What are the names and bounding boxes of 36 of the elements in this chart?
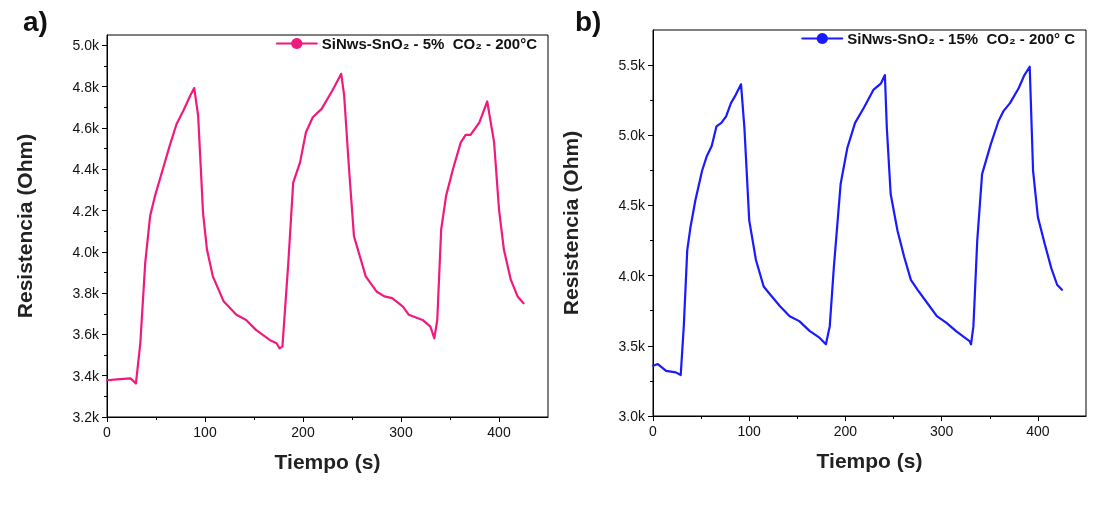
y-tick-label: 4.6k — [72, 119, 100, 136]
x-tick-label: 400 — [487, 424, 511, 440]
x-tick-label: 100 — [737, 423, 762, 439]
y-tick-label: 5.0k — [72, 37, 100, 54]
y-tick-label: 4.0k — [618, 267, 646, 284]
x-axis-title: Tiempo (s) — [274, 450, 381, 473]
x-tick-label: 200 — [833, 423, 858, 439]
y-axis-title: Resistencia (Ohm) — [13, 133, 36, 319]
y-tick-label: 3.6k — [72, 326, 100, 343]
y-tick-label: 5.5k — [618, 57, 646, 74]
y-tick-label: 3.4k — [72, 367, 100, 384]
y-tick-label: 5.0k — [618, 127, 646, 144]
x-axis-title: Tiempo (s) — [816, 449, 923, 472]
legend-label: SiNws-SnO₂ - 5% CO₂ - 200°C — [321, 35, 538, 52]
y-tick-label: 3.5k — [618, 337, 646, 354]
y-tick-label: 4.0k — [72, 243, 100, 260]
y-tick-label: 4.4k — [72, 161, 100, 178]
x-tick-label: 400 — [1026, 423, 1050, 439]
y-tick-label: 4.5k — [618, 197, 646, 214]
chart-title: a) — [23, 5, 48, 37]
line-series — [105, 72, 525, 385]
x-tick-label: 300 — [929, 423, 954, 439]
x-tick-label: 200 — [291, 424, 315, 440]
y-tick-label: 3.2k — [72, 409, 100, 425]
legend-label: SiNws-SnO₂ - 15% CO₂ - 200° C — [847, 30, 1076, 47]
x-tick-label: 100 — [193, 424, 217, 440]
x-tick-label: 0 — [649, 423, 658, 439]
y-axis-title: Resistencia (Ohm) — [559, 130, 582, 316]
y-tick-label: 4.8k — [72, 78, 100, 95]
x-tick-label: 300 — [389, 424, 413, 440]
x-tick-label: 0 — [103, 424, 112, 440]
line-series — [651, 65, 1064, 377]
y-tick-label: 3.0k — [618, 408, 646, 424]
y-tick-label: 4.2k — [72, 202, 100, 219]
y-tick-label: 3.8k — [72, 285, 100, 302]
chart-title: b) — [575, 5, 602, 37]
